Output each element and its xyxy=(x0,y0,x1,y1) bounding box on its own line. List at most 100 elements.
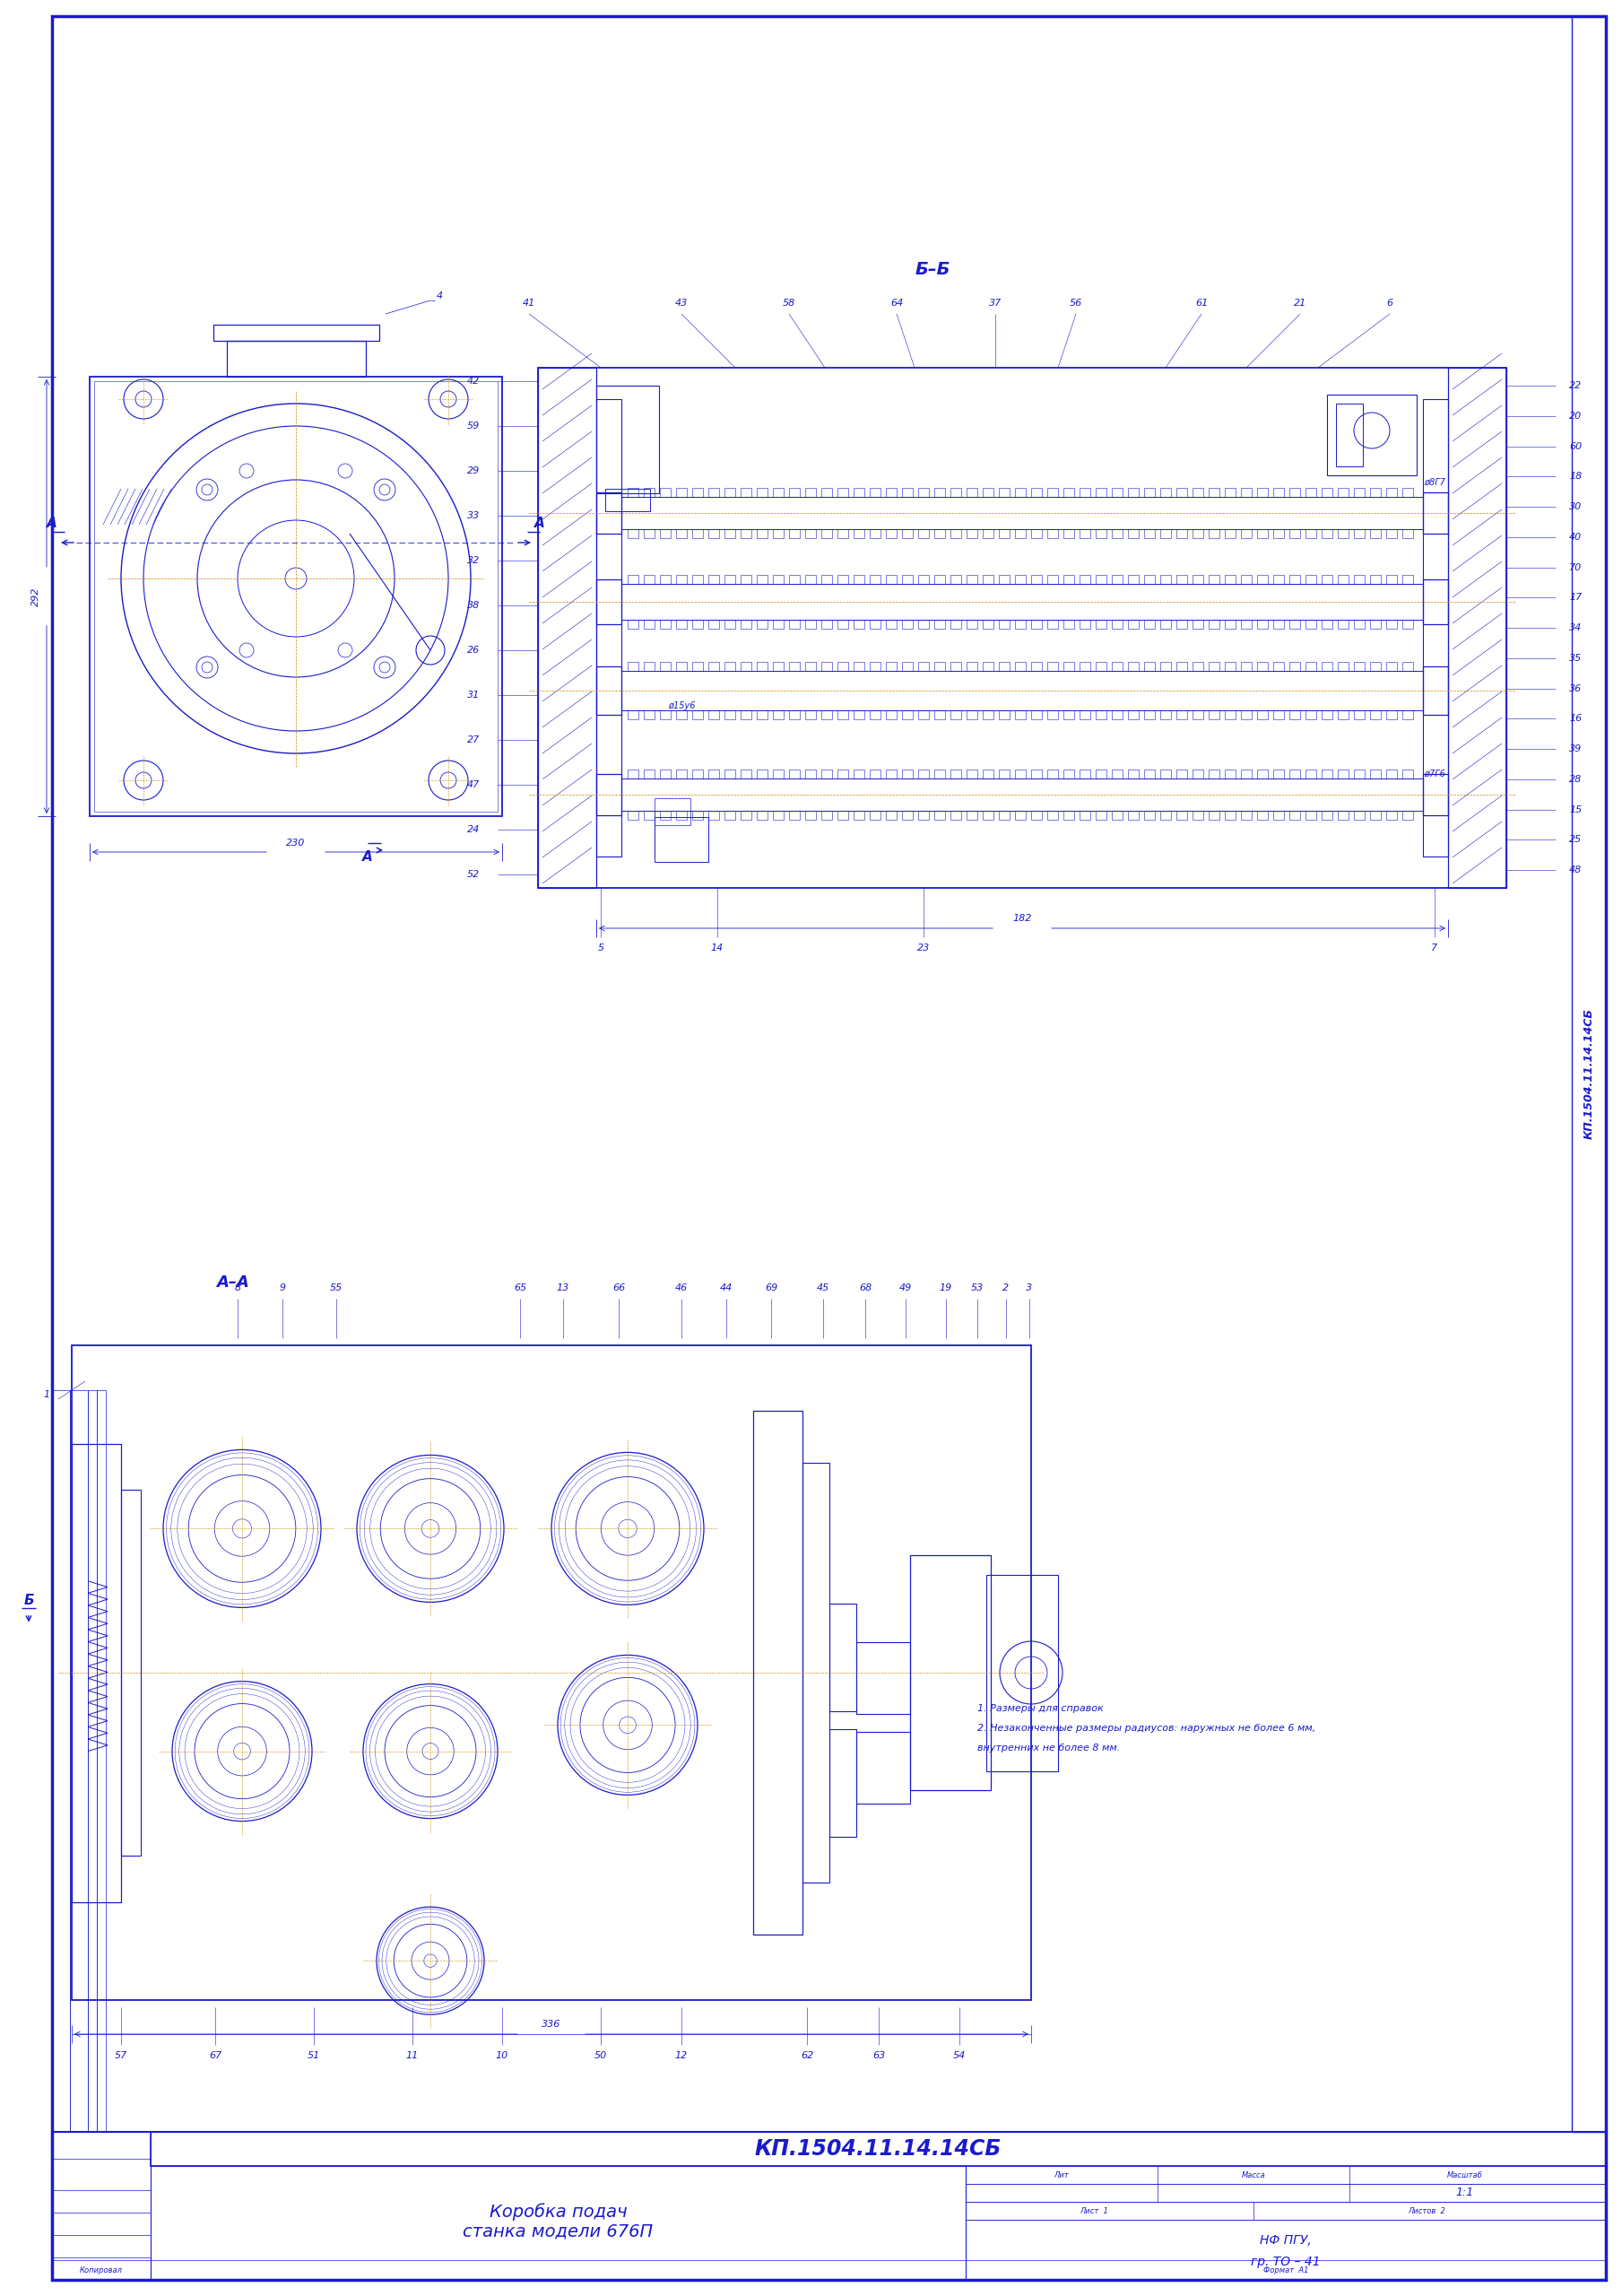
Text: 57: 57 xyxy=(115,2050,128,2060)
Bar xyxy=(693,661,702,670)
Bar xyxy=(1257,530,1268,540)
Bar xyxy=(1241,661,1252,670)
Bar xyxy=(805,530,816,540)
Bar xyxy=(1322,769,1332,778)
Bar xyxy=(1273,709,1285,719)
Bar xyxy=(1127,661,1139,670)
Bar xyxy=(660,489,670,498)
Bar xyxy=(886,530,897,540)
Bar xyxy=(1208,709,1220,719)
Bar xyxy=(829,1729,856,1837)
Text: 182: 182 xyxy=(1012,914,1032,923)
Text: 17: 17 xyxy=(1568,592,1581,602)
Bar xyxy=(1257,661,1268,670)
Bar xyxy=(805,489,816,498)
Bar xyxy=(1080,810,1090,820)
Bar xyxy=(1160,530,1171,540)
Text: 62: 62 xyxy=(801,2050,813,2060)
Text: 53: 53 xyxy=(972,1283,983,1293)
Bar xyxy=(1176,661,1187,670)
Bar xyxy=(597,579,621,625)
Bar xyxy=(788,574,800,583)
Bar xyxy=(950,810,962,820)
Bar xyxy=(1127,769,1139,778)
Bar xyxy=(856,1642,910,1713)
Bar xyxy=(1403,530,1413,540)
Bar xyxy=(660,620,670,629)
Bar xyxy=(1387,574,1397,583)
Bar xyxy=(151,2165,965,2280)
Bar xyxy=(967,574,978,583)
Bar xyxy=(655,817,709,861)
Bar xyxy=(1160,489,1171,498)
Bar xyxy=(1241,620,1252,629)
Bar xyxy=(1144,530,1155,540)
Bar xyxy=(774,489,783,498)
Bar xyxy=(902,489,913,498)
Bar xyxy=(1257,709,1268,719)
Bar xyxy=(741,769,751,778)
Bar xyxy=(1322,709,1332,719)
Bar xyxy=(1111,769,1122,778)
Bar xyxy=(1225,574,1236,583)
Bar xyxy=(950,661,962,670)
Text: ø15у6: ø15у6 xyxy=(668,700,696,709)
Bar xyxy=(1403,574,1413,583)
Bar xyxy=(902,661,913,670)
Bar xyxy=(1257,810,1268,820)
Bar xyxy=(918,661,929,670)
Text: 292: 292 xyxy=(31,588,41,606)
Bar xyxy=(1015,574,1025,583)
Bar xyxy=(1338,574,1348,583)
Text: Формат  А1: Формат А1 xyxy=(1264,2266,1309,2273)
Bar xyxy=(950,489,962,498)
Bar xyxy=(1387,810,1397,820)
Bar xyxy=(1032,769,1041,778)
Bar xyxy=(676,530,686,540)
Text: КП.1504.11.14.14СБ: КП.1504.11.14.14СБ xyxy=(1583,1008,1594,1139)
Bar xyxy=(869,810,881,820)
Bar xyxy=(999,810,1009,820)
Bar xyxy=(886,489,897,498)
Text: Листов  2: Листов 2 xyxy=(1408,2206,1445,2216)
Bar xyxy=(1354,620,1364,629)
Bar xyxy=(1327,395,1416,475)
Bar xyxy=(621,778,1422,810)
Text: 46: 46 xyxy=(675,1283,688,1293)
Bar xyxy=(1176,810,1187,820)
Bar xyxy=(628,810,639,820)
Bar xyxy=(821,769,832,778)
Text: 60: 60 xyxy=(1568,441,1581,450)
Bar xyxy=(628,661,639,670)
Bar xyxy=(1064,709,1074,719)
Text: 58: 58 xyxy=(783,298,795,308)
Bar xyxy=(1096,709,1106,719)
Bar xyxy=(1289,530,1301,540)
Bar xyxy=(774,769,783,778)
Bar xyxy=(1387,769,1397,778)
Bar xyxy=(70,1389,88,2133)
Bar xyxy=(660,530,670,540)
Text: 3: 3 xyxy=(1027,1283,1033,1293)
Bar xyxy=(934,530,946,540)
Bar xyxy=(1322,530,1332,540)
Bar xyxy=(1096,661,1106,670)
Bar xyxy=(757,661,767,670)
Bar xyxy=(805,574,816,583)
Bar xyxy=(983,769,993,778)
Text: 1:1: 1:1 xyxy=(1457,2188,1474,2200)
Bar xyxy=(902,530,913,540)
Bar xyxy=(821,661,832,670)
Bar xyxy=(644,661,655,670)
Bar xyxy=(805,709,816,719)
Bar xyxy=(693,620,702,629)
Text: 4: 4 xyxy=(436,292,443,301)
Text: 43: 43 xyxy=(675,298,688,308)
Bar xyxy=(709,489,719,498)
Bar xyxy=(1064,810,1074,820)
Bar xyxy=(965,2202,1606,2220)
Bar xyxy=(709,530,719,540)
Bar xyxy=(693,769,702,778)
Bar xyxy=(1111,661,1122,670)
Bar xyxy=(1144,574,1155,583)
